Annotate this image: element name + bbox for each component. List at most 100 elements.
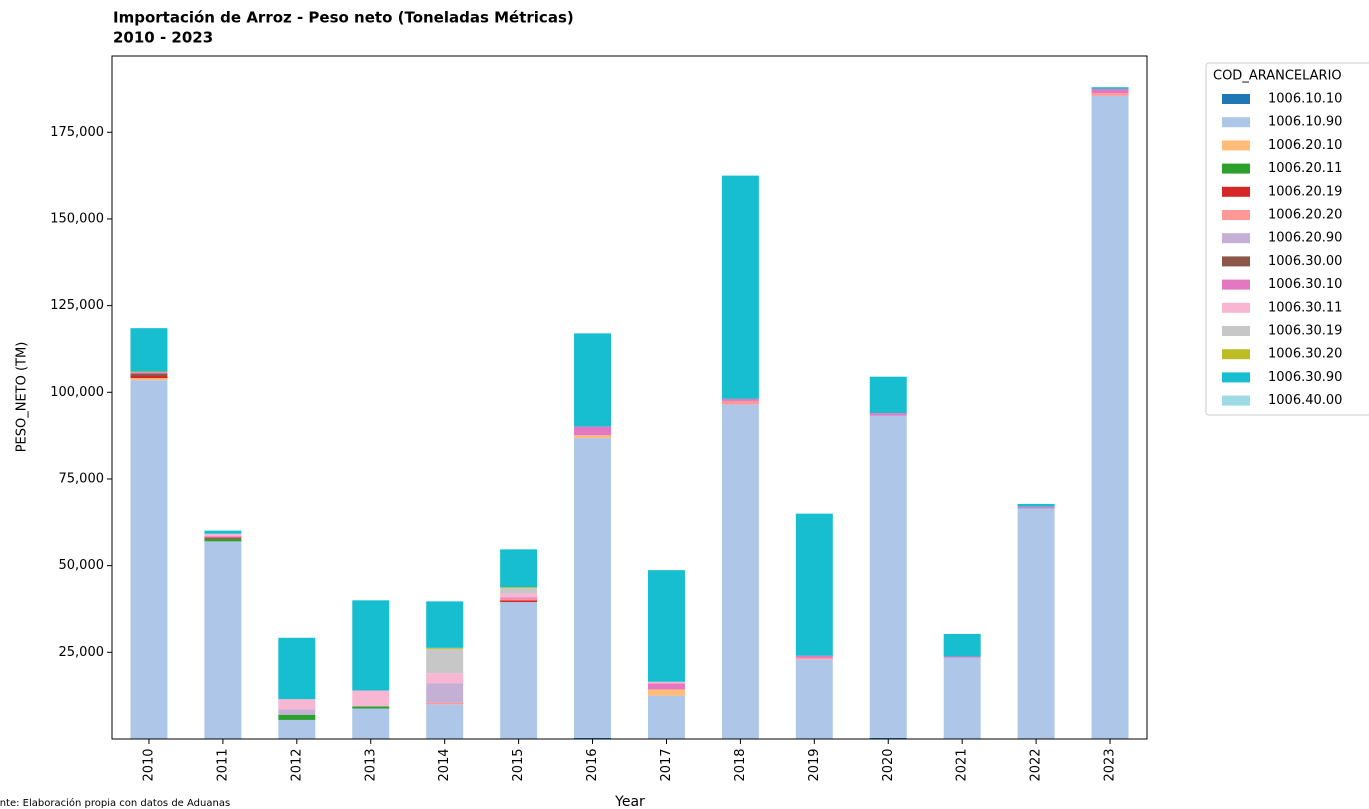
legend-swatch bbox=[1222, 256, 1250, 267]
bar-segment bbox=[943, 657, 981, 739]
bar-segment bbox=[500, 597, 538, 599]
x-tick-label: 2018 bbox=[733, 748, 748, 781]
bar-segment bbox=[1017, 506, 1055, 509]
legend-label: 1006.30.20 bbox=[1268, 347, 1342, 362]
legend-label: 1006.30.10 bbox=[1268, 277, 1342, 292]
bar-segment bbox=[278, 709, 316, 715]
legend-swatch bbox=[1222, 94, 1250, 104]
bar-segment bbox=[795, 657, 833, 660]
x-tick-label: 2023 bbox=[1103, 748, 1118, 781]
bar-segment bbox=[500, 598, 538, 601]
bar-segment bbox=[795, 659, 833, 739]
source-note: Fuente: Elaboración propia con datos de … bbox=[0, 797, 230, 809]
legend-label: 1006.30.90 bbox=[1268, 370, 1342, 385]
bar-segment bbox=[721, 398, 759, 401]
y-tick-label: 125,000 bbox=[50, 298, 104, 313]
legend-swatch bbox=[1222, 233, 1250, 244]
bar-segment bbox=[204, 541, 242, 739]
bar-segment bbox=[574, 435, 612, 439]
chart-title: Importación de Arroz - Peso neto (Tonela… bbox=[113, 9, 574, 27]
legend-label: 1006.30.00 bbox=[1268, 254, 1342, 269]
bar-segment bbox=[869, 413, 907, 416]
bar-segment bbox=[426, 704, 464, 739]
bar-segment bbox=[869, 376, 907, 414]
bar-segment bbox=[500, 549, 538, 588]
x-tick-label: 2013 bbox=[363, 748, 378, 781]
legend-swatch bbox=[1222, 163, 1250, 174]
bar-segment bbox=[352, 706, 390, 709]
bar-segment bbox=[278, 637, 316, 700]
y-tick-label: 150,000 bbox=[50, 211, 104, 226]
bar-segment bbox=[647, 681, 685, 684]
bar-segment bbox=[869, 415, 907, 738]
bar-segment bbox=[130, 372, 168, 374]
x-axis-label: Year bbox=[614, 794, 645, 809]
y-tick-label: 175,000 bbox=[50, 125, 104, 140]
bar-segment bbox=[647, 695, 685, 739]
legend-swatch bbox=[1222, 140, 1250, 151]
legend-label: 1006.30.19 bbox=[1268, 324, 1342, 339]
bar-segment bbox=[500, 602, 538, 739]
legend-swatch bbox=[1222, 372, 1250, 383]
bar-segment bbox=[426, 601, 464, 648]
bar-segment bbox=[130, 373, 168, 377]
x-tick-label: 2017 bbox=[659, 748, 674, 781]
bar-segment bbox=[426, 702, 464, 705]
bar-segment bbox=[130, 376, 168, 379]
legend-swatch bbox=[1222, 117, 1250, 128]
legend-label: 1006.10.90 bbox=[1268, 115, 1342, 130]
bar-segment bbox=[204, 530, 242, 534]
bar-segment bbox=[500, 593, 538, 598]
bar-segment bbox=[574, 737, 612, 739]
y-tick-label: 100,000 bbox=[50, 385, 104, 400]
legend-label: 1006.20.20 bbox=[1268, 208, 1342, 223]
x-tick-label: 2012 bbox=[289, 748, 304, 781]
x-tick-label: 2020 bbox=[881, 748, 896, 781]
x-tick-label: 2016 bbox=[585, 748, 600, 781]
legend-label: 1006.10.10 bbox=[1268, 92, 1342, 107]
legend-label: 1006.20.11 bbox=[1268, 161, 1342, 176]
bar-segment bbox=[1017, 508, 1055, 739]
bar-segment bbox=[278, 719, 316, 739]
bar-segment bbox=[278, 699, 316, 710]
bar-segment bbox=[795, 513, 833, 656]
bar-segment bbox=[500, 587, 538, 589]
legend-swatch bbox=[1222, 395, 1250, 406]
x-tick-label: 2010 bbox=[141, 748, 156, 781]
bar-segment bbox=[204, 536, 242, 538]
legend-label: 1006.20.90 bbox=[1268, 231, 1342, 246]
legend-swatch bbox=[1222, 326, 1250, 336]
legend-swatch bbox=[1222, 302, 1250, 313]
bar-segment bbox=[1091, 88, 1129, 94]
legend-label: 1006.20.10 bbox=[1268, 138, 1342, 153]
bar-segment bbox=[721, 175, 759, 399]
bar-segment bbox=[352, 690, 390, 707]
bar-segment bbox=[647, 683, 685, 690]
bar-segment bbox=[1091, 93, 1129, 96]
bar-segment bbox=[574, 333, 612, 427]
legend-title: COD_ARANCELARIO bbox=[1213, 69, 1342, 84]
bar-segment bbox=[426, 648, 464, 674]
legend-swatch bbox=[1222, 279, 1250, 290]
legend-label: 1006.40.00 bbox=[1268, 393, 1342, 408]
x-tick-label: 2022 bbox=[1029, 748, 1044, 781]
bar-segment bbox=[426, 683, 464, 703]
chart-subtitle: 2010 - 2023 bbox=[113, 29, 213, 47]
bar-segment bbox=[426, 647, 464, 649]
legend-label: 1006.30.11 bbox=[1268, 300, 1342, 315]
bar-segment bbox=[869, 737, 907, 739]
bar-segment bbox=[130, 328, 168, 372]
bar-segment bbox=[574, 438, 612, 738]
bar-segment bbox=[352, 708, 390, 739]
legend-swatch bbox=[1222, 349, 1250, 360]
legend-label: 1006.20.19 bbox=[1268, 184, 1342, 199]
y-tick-label: 25,000 bbox=[59, 645, 105, 660]
y-tick-label: 50,000 bbox=[59, 558, 105, 573]
x-tick-label: 2014 bbox=[437, 748, 452, 781]
bar-segment bbox=[426, 673, 464, 684]
bar-segment bbox=[721, 404, 759, 739]
bar-segment bbox=[352, 600, 390, 691]
bar-segment bbox=[204, 538, 242, 542]
